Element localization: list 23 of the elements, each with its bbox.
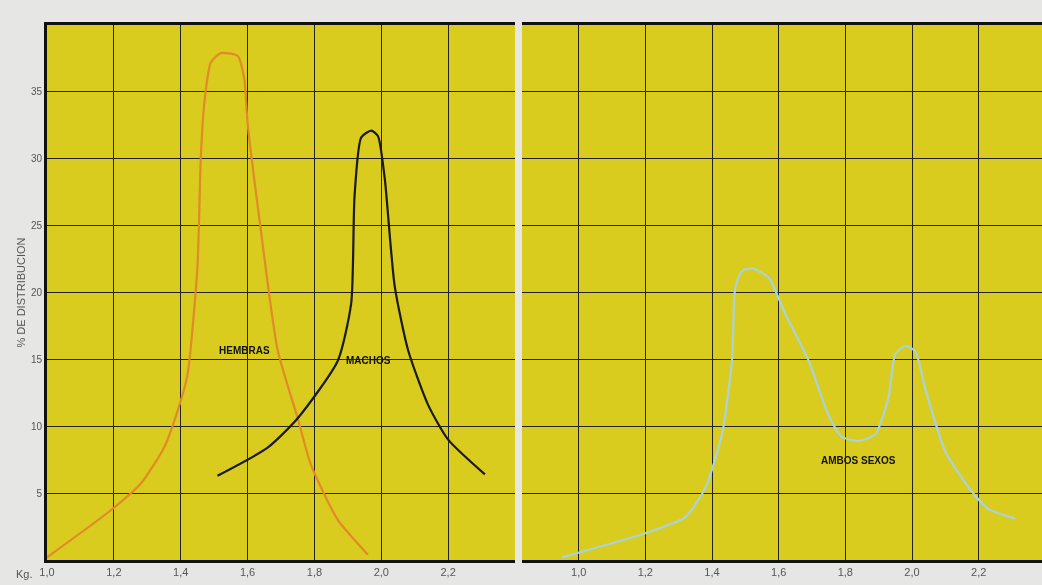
y-tick-label: 20	[30, 287, 43, 298]
x-tick-label: 1,8	[837, 566, 853, 579]
y-tick-label: 15	[30, 353, 43, 365]
x-tick-label: 1,6	[771, 566, 787, 579]
x-tick-label: 2,0	[904, 566, 920, 579]
x-tick-label: 1,8	[306, 566, 323, 579]
x-tick-label: 1,0	[571, 566, 587, 579]
y-axis-title: % DE DISTRIBUCION	[14, 237, 27, 348]
x-tick-label: 1,4	[173, 566, 189, 579]
x-axis-title: Kg.	[16, 568, 33, 580]
x-tick-label: 2,2	[971, 566, 987, 579]
y-tick-label: 25	[30, 220, 43, 232]
x-tick-label: 1,4	[704, 566, 720, 579]
y-tick-label: 10	[30, 420, 43, 432]
x-tick-label: 2,2	[440, 566, 456, 579]
x-tick-label: 1,6	[239, 566, 256, 579]
x-tick-label: 1,0	[39, 566, 55, 579]
x-tick-label: 1,2	[106, 566, 122, 579]
y-tick-label: 30	[30, 153, 43, 165]
y-tick-label: 35	[30, 86, 43, 98]
x-tick-label: 2,0	[373, 566, 389, 579]
y-tick-label: 5	[36, 487, 43, 499]
x-tick-label: 1,2	[637, 566, 653, 579]
